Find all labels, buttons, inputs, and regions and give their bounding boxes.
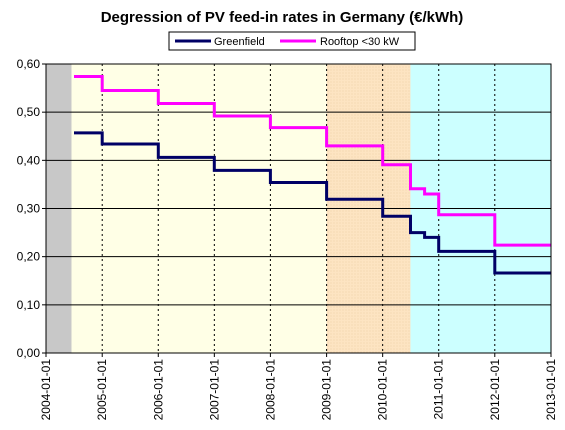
y-tick-label: 0,20 (17, 250, 41, 264)
chart-title: Degression of PV feed-in rates in German… (101, 9, 464, 26)
y-tick-label: 0,40 (17, 153, 41, 167)
x-tick-label: 2007-01-01 (207, 359, 221, 421)
series-line-rooftop (74, 75, 551, 247)
x-tick-label: 2006-01-01 (151, 359, 165, 421)
legend-label-greenfield: Greenfield (214, 36, 265, 48)
x-tick-label: 2009-01-01 (320, 359, 334, 421)
y-axis-ticks: 0,00 0,10 0,20 0,30 0,40 0,50 0,60 (17, 57, 46, 360)
legend-label-rooftop: Rooftop <30 kW (320, 36, 400, 48)
x-tick-label: 2004-01-01 (39, 359, 53, 421)
x-tick-label: 2008-01-01 (263, 359, 277, 421)
series-line-greenfield (74, 131, 551, 275)
y-tick-label: 0,50 (17, 105, 41, 119)
grid (46, 63, 551, 353)
y-tick-label: 0,30 (17, 202, 41, 216)
x-tick-label: 2011-01-01 (432, 359, 446, 420)
y-tick-label: 0,60 (17, 57, 41, 71)
x-tick-label: 2010-01-01 (376, 359, 390, 421)
x-axis-ticks: 2004-01-01 2005-01-01 2006-01-01 2007-01-01… (39, 353, 558, 420)
y-tick-label: 0,10 (17, 298, 41, 312)
x-tick-label: 2012-01-01 (488, 359, 502, 421)
series-layer (74, 75, 551, 275)
legend: Greenfield Rooftop <30 kW (168, 31, 416, 51)
y-tick-label: 0,00 (17, 346, 41, 360)
x-tick-label: 2005-01-01 (95, 359, 109, 421)
x-tick-label: 2013-01-01 (544, 359, 558, 421)
